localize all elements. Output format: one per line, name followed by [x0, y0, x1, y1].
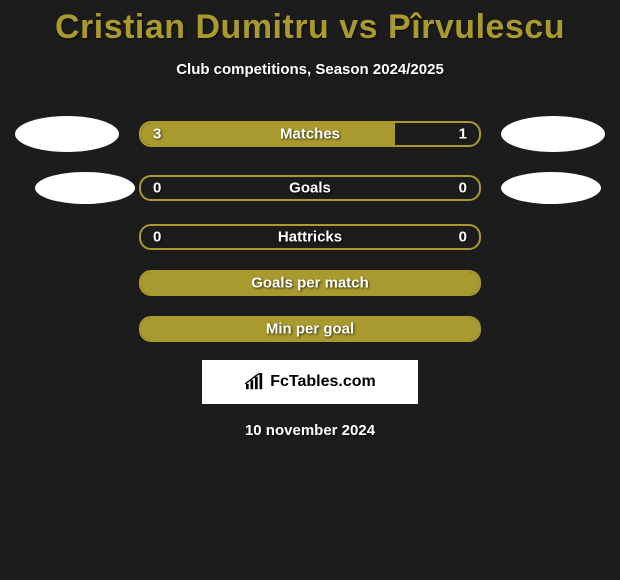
stats-container: 3 1 Matches 0 0 Goals 0 0 Hattricks Goals per mat… — [0, 116, 620, 342]
player-avatar-left — [35, 172, 135, 204]
avatar-slot-right — [501, 116, 605, 152]
stat-label: Hattricks — [278, 229, 342, 246]
stat-row: Min per goal — [0, 316, 620, 342]
stat-row: 0 0 Hattricks — [0, 224, 620, 250]
avatar-slot-left — [15, 172, 119, 204]
stat-bar: 0 0 Goals — [139, 175, 481, 201]
stat-bar: Min per goal — [139, 316, 481, 342]
footer-date: 10 november 2024 — [0, 422, 620, 439]
stat-label: Goals — [289, 180, 331, 197]
bar-fill-left — [141, 123, 395, 145]
stat-label: Min per goal — [266, 321, 354, 338]
brand-text: FcTables.com — [270, 373, 376, 391]
player-avatar-left — [15, 116, 119, 152]
stat-bar: 3 1 Matches — [139, 121, 481, 147]
stat-label: Goals per match — [251, 275, 369, 292]
stat-value-left: 3 — [153, 126, 161, 143]
stat-value-right: 0 — [459, 180, 467, 197]
stat-bar: 0 0 Hattricks — [139, 224, 481, 250]
stat-value-right: 0 — [459, 229, 467, 246]
page-subtitle: Club competitions, Season 2024/2025 — [0, 61, 620, 78]
avatar-slot-left — [15, 116, 119, 152]
stat-row: Goals per match — [0, 270, 620, 296]
stat-value-right: 1 — [459, 126, 467, 143]
page-title: Cristian Dumitru vs Pîrvulescu — [0, 0, 620, 47]
player-avatar-right — [501, 172, 601, 204]
stat-value-left: 0 — [153, 229, 161, 246]
stat-row: 0 0 Goals — [0, 172, 620, 204]
avatar-slot-right — [501, 172, 605, 204]
stat-row: 3 1 Matches — [0, 116, 620, 152]
player-avatar-right — [501, 116, 605, 152]
stat-bar: Goals per match — [139, 270, 481, 296]
brand-bar-chart-icon — [244, 373, 266, 391]
stat-label: Matches — [280, 126, 340, 143]
brand-badge: FcTables.com — [202, 360, 418, 404]
stat-value-left: 0 — [153, 180, 161, 197]
